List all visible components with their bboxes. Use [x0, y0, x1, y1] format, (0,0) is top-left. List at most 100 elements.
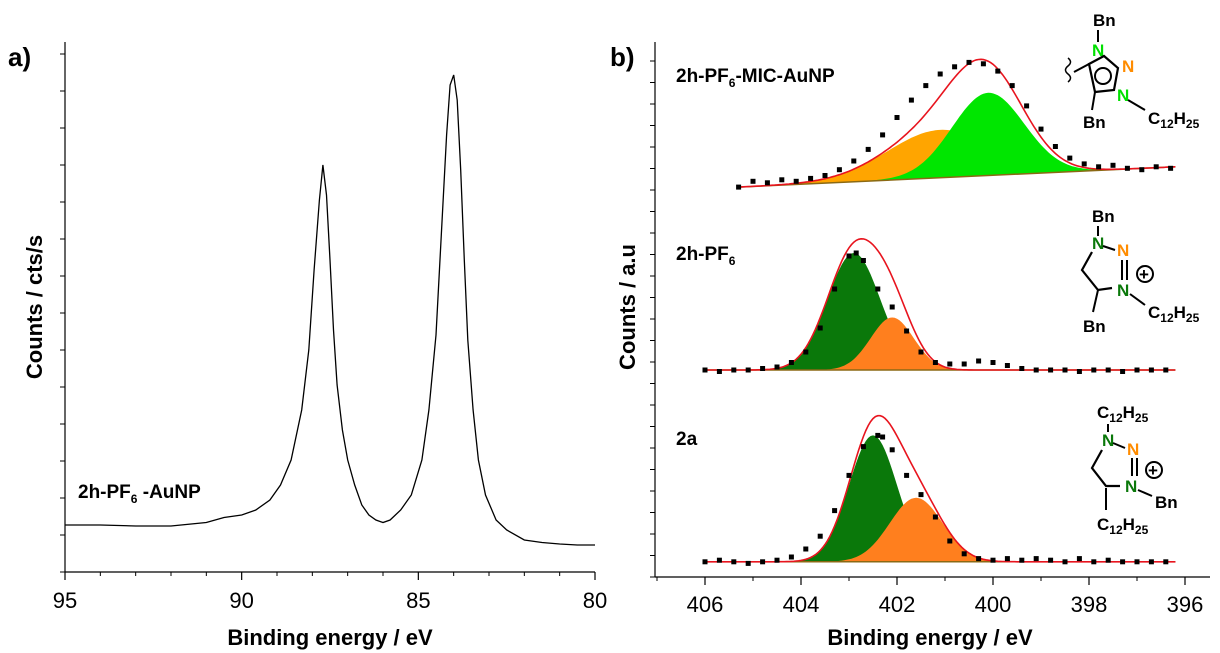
b-subplot-1-point-1: [750, 178, 756, 184]
b-subplot-2-point-33: [1163, 367, 1169, 373]
svg-text:N: N: [1127, 440, 1139, 459]
b-subplot-2-point-21: [990, 360, 996, 365]
panel-b-letter: b): [610, 42, 635, 72]
b-subplot-3-point-23: [1019, 557, 1025, 563]
b-subplot-2-point-23: [1019, 366, 1025, 371]
b-xtick-label-2: 402: [879, 592, 916, 617]
b-subplot-2-point-27: [1076, 369, 1082, 374]
b-subplot-2-point-28: [1091, 367, 1097, 373]
b-subplot-3-point-6: [788, 554, 794, 560]
b-subplot-3-point-14: [889, 447, 895, 453]
b-subplot-1-point-6: [822, 173, 828, 178]
b-subplot-2-point-26: [1062, 367, 1068, 373]
b-subplot-3-point-1: [716, 557, 722, 563]
b-subplot-2-point-20: [976, 358, 982, 364]
a-xtick-label-1: 90: [229, 588, 253, 613]
b-subplot-2-point-0: [702, 367, 708, 373]
b-subplot-2-point-22: [1004, 363, 1010, 368]
svg-text:+: +: [1139, 265, 1149, 284]
a-xtick-label-2: 85: [406, 588, 430, 613]
b-subplot-3-point-25: [1048, 557, 1054, 563]
b-subplot-3-point-3: [745, 560, 751, 566]
b-subplot-3-point-29: [1105, 557, 1111, 563]
b-subplot-1-point-5: [808, 175, 814, 181]
b-subplot-2-point-32: [1148, 367, 1154, 373]
b-subplot-1-point-4: [793, 178, 799, 184]
svg-text:N: N: [1117, 241, 1129, 260]
b-subplot-1-point-23: [1067, 155, 1073, 161]
svg-text:N: N: [1092, 41, 1104, 60]
svg-text:+: +: [1148, 461, 1158, 480]
b-subplot-1-point-16: [966, 59, 972, 65]
b-subplot-1-point-26: [1110, 162, 1116, 168]
svg-text:Bn: Bn: [1083, 113, 1106, 132]
b-subplot-1-point-8: [851, 158, 857, 164]
b-subplot-1-point-2: [764, 180, 770, 186]
svg-text:N: N: [1125, 477, 1137, 496]
b-subplot-2-point-4: [760, 366, 766, 371]
svg-text:N: N: [1092, 234, 1104, 253]
b-subplot-2-component-1: [705, 253, 1176, 370]
b-subplot-3-point-28: [1091, 559, 1097, 565]
b-xtick-label-1: 404: [783, 592, 820, 617]
b-subplot-3-point-18: [947, 538, 953, 544]
b-subplot-1-point-14: [937, 71, 943, 77]
panel-a-label-suffix: -AuNP: [137, 482, 201, 503]
svg-text:N: N: [1102, 431, 1114, 450]
b-xtick-label-0: 406: [687, 592, 724, 617]
b-xtick-label-5: 396: [1167, 592, 1204, 617]
b-subplot-1-point-27: [1124, 165, 1130, 171]
panel-a-label-main: 2h-PF: [78, 482, 131, 503]
b-subplot-2-point-7: [803, 349, 809, 355]
b-subplot-2-point-13: [875, 286, 881, 292]
panel-a-label-sub: 6: [131, 492, 138, 506]
b-subplot-1-point-30: [1168, 165, 1174, 171]
svg-text:N: N: [1122, 57, 1134, 76]
a-xtick-label-3: 80: [583, 588, 607, 613]
b-subplot-3-point-16: [918, 492, 924, 498]
b-subplot-3-point-30: [1120, 559, 1126, 565]
svg-text:N: N: [1117, 281, 1129, 300]
b-subplot-3-point-20: [976, 556, 982, 562]
b-subplot-2-point-19: [961, 361, 967, 367]
subplot-2-label: 2h-PF6: [676, 244, 736, 268]
b-subplot-2-point-18: [947, 361, 953, 367]
panel-a: a) 95 90 85 80 2h-PF6 -AuNP Binding energy …: [8, 42, 607, 650]
b-subplot-1-point-11: [894, 115, 900, 120]
b-subplot-3-component-2: [705, 497, 1176, 562]
structure-mic: Bn N N N Bn C12H25: [1064, 11, 1200, 132]
b-subplot-3-envelope: [705, 414, 1176, 563]
b-subplot-2-point-5: [774, 364, 780, 370]
b-subplot-1-point-28: [1139, 167, 1145, 173]
a-series-line-0: [65, 74, 595, 546]
b-subplot-3-point-9: [832, 508, 838, 514]
b-subplot-1-point-12: [908, 97, 914, 103]
panel-a-y-title: Counts / cts/s: [22, 235, 47, 379]
b-subplot-3-point-19: [961, 551, 967, 557]
b-subplot-1-point-10: [880, 132, 886, 138]
b-subplot-1-point-24: [1081, 161, 1087, 167]
b-subplot-1-point-13: [923, 83, 929, 89]
b-subplot-3-point-21: [990, 557, 996, 563]
b-subplot-1: [736, 58, 1176, 190]
panel-a-x-ticks: 95 90 85 80: [53, 572, 607, 613]
panel-a-letter: a): [8, 42, 31, 72]
b-subplot-1-point-15: [952, 64, 958, 70]
b-subplot-3-point-10: [846, 472, 852, 478]
b-subplot-3-point-15: [904, 472, 910, 478]
b-subplot-2-point-11: [853, 250, 859, 256]
b-subplot-3-point-2: [731, 559, 737, 565]
b-subplot-2-point-14: [889, 304, 895, 310]
b-subplot-2-point-15: [904, 328, 910, 334]
b-subplot-3-point-27: [1076, 556, 1082, 562]
b-xtick-label-3: 400: [975, 592, 1012, 617]
structure-2a: C12H25 N N N + Bn C12H25: [1090, 403, 1178, 537]
subplot-3-label: 2a: [676, 429, 698, 450]
b-subplot-3-point-24: [1033, 556, 1039, 562]
panel-b-subplots: [702, 58, 1176, 566]
b-subplot-1-point-22: [1052, 144, 1058, 149]
panel-b-x-ticks: 406 404 402 400 398 396: [656, 577, 1204, 617]
panel-a-x-title: Binding energy / eV: [227, 625, 433, 650]
panel-b: b) 406 404 402 400 398 396 Binding energy / e…: [610, 11, 1210, 650]
